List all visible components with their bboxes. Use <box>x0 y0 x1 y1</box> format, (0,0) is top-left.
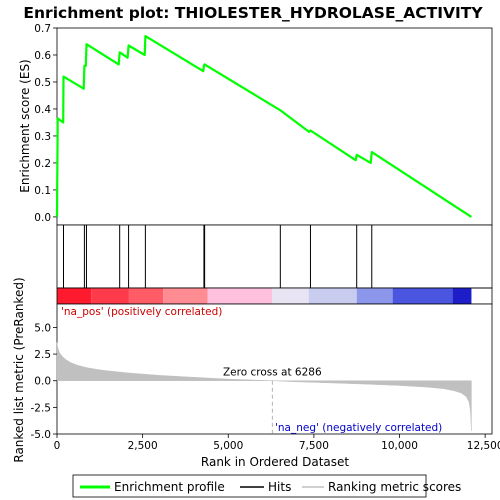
ranked-metric-panel: -5.0 -2.5 0.0 2.5 5.0 Zero cross at 6286 'na… <box>12 277 493 463</box>
top-y-tick-label: 0.7 <box>34 23 51 35</box>
heat-bar-segment <box>308 288 357 304</box>
heat-bar-segment <box>207 288 273 304</box>
hits-panel-frame <box>56 224 493 289</box>
heat-bar-segment <box>91 288 129 304</box>
heat-bar-segment <box>356 288 393 304</box>
x-axis: 0 2,500 5,000 7,500 10,000 12,500 <box>54 434 500 452</box>
x-tick-label: 12,500 <box>467 440 500 452</box>
top-y-tick-label: 0.2 <box>34 158 51 170</box>
heat-bar-segment <box>163 288 208 304</box>
ranking-metric-area <box>56 342 472 431</box>
top-y-tick-label: 0.3 <box>34 131 51 143</box>
heat-bar-segment <box>392 288 453 304</box>
bottom-y-tick-label: 2.5 <box>34 349 51 361</box>
top-y-tick-label: 0.4 <box>34 104 51 116</box>
positive-correlation-label: 'na_pos' (positively correlated) <box>61 306 222 318</box>
bottom-y-tick-label: 0.0 <box>34 376 51 388</box>
legend-enrichment-profile-label: Enrichment profile <box>114 480 225 494</box>
legend: Enrichment profile Hits Ranking metric s… <box>72 474 461 498</box>
enrichment-profile-path <box>55 34 472 218</box>
x-tick-label: 7,500 <box>299 440 329 452</box>
x-axis-label: Rank in Ordered Dataset <box>201 455 349 469</box>
x-tick-label: 5,000 <box>213 440 243 452</box>
bottom-y-tick-label: -2.5 <box>31 402 52 414</box>
x-tick-label: 2,500 <box>128 440 158 452</box>
hits-panel <box>56 224 493 289</box>
heat-bar-segment <box>452 288 472 304</box>
enrichment-score-panel: 0.0 0.1 0.2 0.3 0.4 0.5 0.6 0.7 Enrichment scor… <box>18 23 493 226</box>
legend-frame <box>72 474 427 498</box>
top-y-axis-label: Enrichment score (ES) <box>18 59 32 192</box>
heat-bar-segment <box>57 288 92 304</box>
bottom-y-tick-label: 5.0 <box>34 322 51 334</box>
ranking-heat-bar <box>56 287 493 305</box>
chart-title: Enrichment plot: THIOLESTER_HYDROLASE_AC… <box>23 4 483 22</box>
bottom-y-tick-label: -5.0 <box>31 429 52 441</box>
bottom-y-axis-ticks: -5.0 -2.5 0.0 2.5 5.0 <box>31 322 57 441</box>
hit-lines <box>63 225 373 288</box>
heat-bar-segment <box>128 288 164 304</box>
x-tick-label: 0 <box>54 440 61 452</box>
bottom-panel-frame <box>56 303 493 435</box>
enrichment-profile-line <box>55 34 472 218</box>
ranking-metric-fill <box>56 342 472 431</box>
heat-bar-segment <box>272 288 309 304</box>
top-y-tick-label: 0.6 <box>34 50 51 62</box>
x-tick-label: 10,000 <box>381 440 418 452</box>
top-y-tick-label: 0.1 <box>34 185 51 197</box>
bottom-y-axis-label: Ranked list metric (PreRanked) <box>12 277 26 462</box>
top-y-axis-ticks: 0.0 0.1 0.2 0.3 0.4 0.5 0.6 0.7 <box>34 23 57 224</box>
legend-hits-label: Hits <box>268 480 291 494</box>
top-y-tick-label: 0.0 <box>34 212 51 224</box>
zero-cross-label: Zero cross at 6286 <box>223 367 322 379</box>
top-panel-frame <box>56 27 493 226</box>
legend-ranking-metric-label: Ranking metric scores <box>328 480 461 494</box>
top-y-tick-label: 0.5 <box>34 77 51 89</box>
negative-correlation-label: 'na_neg' (negatively correlated) <box>275 422 442 434</box>
